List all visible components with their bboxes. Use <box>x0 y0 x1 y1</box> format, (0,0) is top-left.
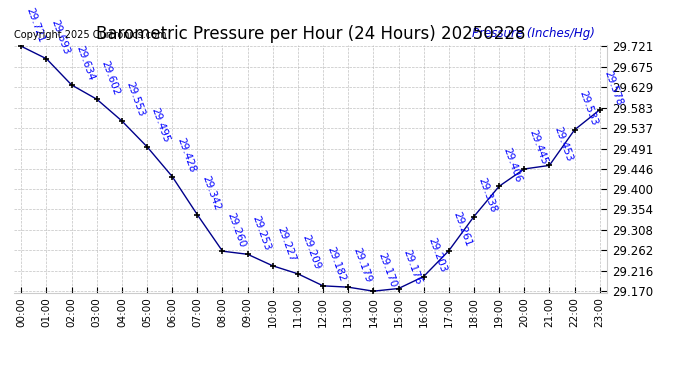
Text: 29.261: 29.261 <box>451 210 473 248</box>
Text: 29.495: 29.495 <box>150 106 172 144</box>
Text: 29.179: 29.179 <box>351 247 373 284</box>
Text: 29.553: 29.553 <box>125 81 146 118</box>
Text: 29.260: 29.260 <box>225 211 247 248</box>
Text: Pressure (Inches/Hg): Pressure (Inches/Hg) <box>473 27 595 40</box>
Text: 29.578: 29.578 <box>602 69 624 107</box>
Text: 29.693: 29.693 <box>49 18 71 56</box>
Text: 29.428: 29.428 <box>175 136 197 174</box>
Text: 29.170: 29.170 <box>376 251 398 288</box>
Text: 29.342: 29.342 <box>200 174 222 212</box>
Text: Copyright 2025 Curtronics.com: Copyright 2025 Curtronics.com <box>14 30 166 40</box>
Text: 29.253: 29.253 <box>250 214 273 252</box>
Text: 29.602: 29.602 <box>99 59 121 96</box>
Text: 29.721: 29.721 <box>24 6 46 44</box>
Text: 29.634: 29.634 <box>75 45 97 82</box>
Title: Barometric Pressure per Hour (24 Hours) 20250228: Barometric Pressure per Hour (24 Hours) … <box>96 26 525 44</box>
Text: 29.227: 29.227 <box>275 225 297 263</box>
Text: 29.209: 29.209 <box>301 234 322 271</box>
Text: 29.533: 29.533 <box>578 89 599 127</box>
Text: 29.182: 29.182 <box>326 245 348 283</box>
Text: 29.453: 29.453 <box>552 125 574 163</box>
Text: 29.338: 29.338 <box>477 176 499 214</box>
Text: 29.176: 29.176 <box>402 248 423 286</box>
Text: 29.406: 29.406 <box>502 146 524 183</box>
Text: 29.203: 29.203 <box>426 236 449 274</box>
Text: 29.445: 29.445 <box>527 129 549 166</box>
